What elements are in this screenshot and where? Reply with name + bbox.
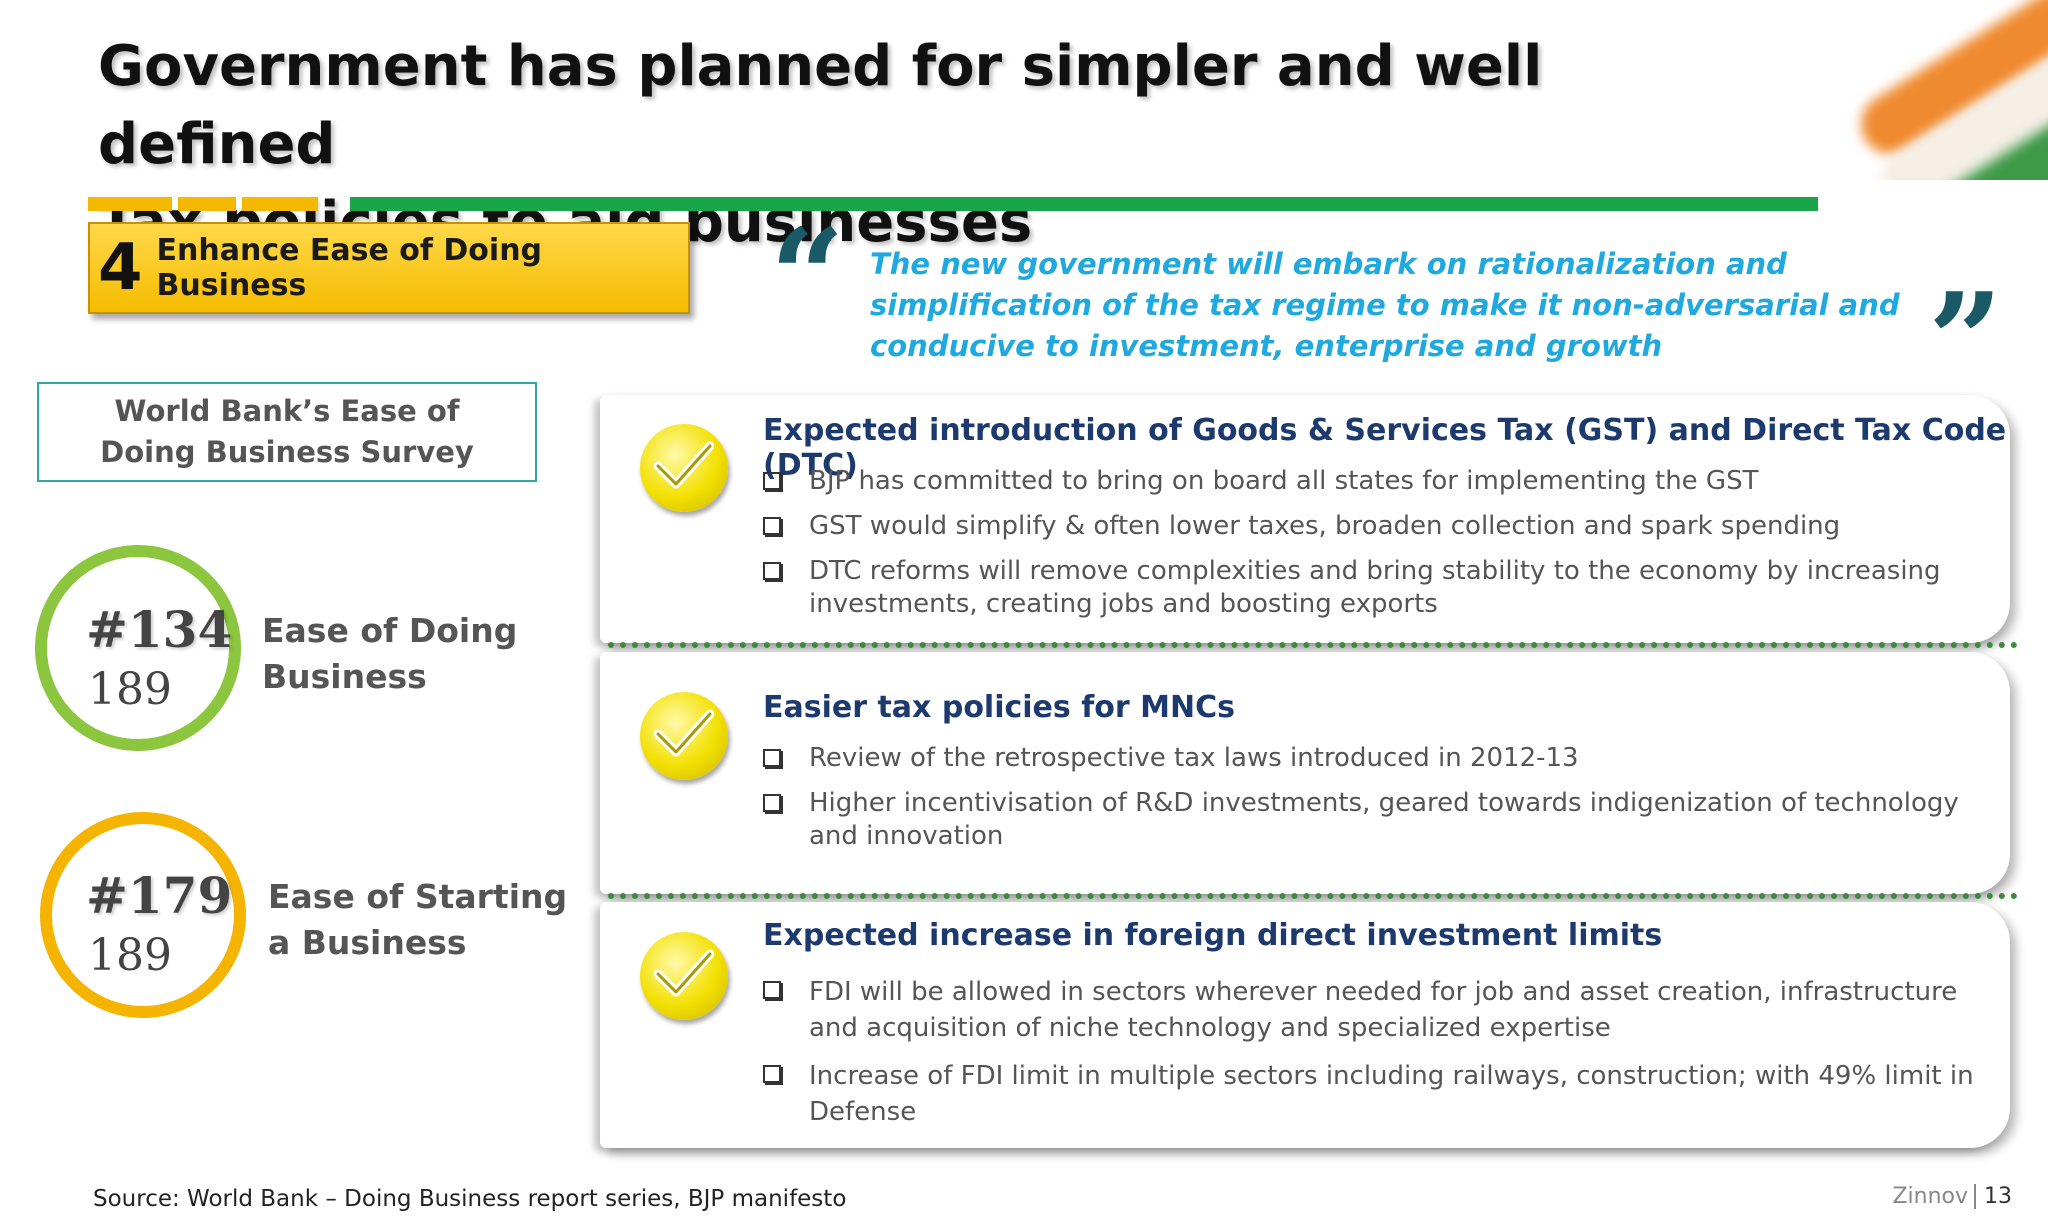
divider-dash [178,197,236,211]
checkbox-bullet-icon [763,981,781,999]
card-bullet-text: DTC reforms will remove complexities and… [809,556,1941,619]
section-number: 4 [98,231,143,305]
section-label-box: 4 Enhance Ease of Doing Business [88,222,690,314]
divider-dash [88,197,172,211]
card-bullet-text: FDI will be allowed in sectors wherever … [809,977,1958,1043]
ranking-label-line: a Business [268,923,467,962]
ranking-total: 189 [88,930,172,981]
quote-text: The new government will embark on ration… [870,247,1900,363]
ranking-rank: #134 [86,600,233,659]
quote-open-icon: “ [770,200,845,353]
survey-title-box: World Bank’s Ease of Doing Business Surv… [37,382,537,482]
ranking-label-line: Ease of Starting [268,877,568,916]
check-icon [640,932,728,1020]
checkbox-bullet-icon [763,794,781,812]
flag-decoration [1800,0,2048,180]
checkbox-bullet-icon [763,472,781,490]
card-bullet: Increase of FDI limit in multiple sector… [763,1058,1993,1130]
card-bullet: FDI will be allowed in sectors wherever … [763,974,1993,1046]
card-bullet: BJP has committed to bring on board all … [763,465,1993,498]
checkbox-bullet-icon [763,749,781,767]
checkbox-bullet-icon [763,562,781,580]
card-title: Expected introduction of Goods & Service… [763,413,2007,483]
ranking-rank: #179 [86,866,233,925]
card-title: Expected increase in foreign direct inve… [763,918,1663,953]
card-bullet-text: Review of the retrospective tax laws int… [809,743,1579,773]
survey-title: World Bank’s Ease of Doing Business Surv… [100,394,474,469]
card-bullet-text: Increase of FDI limit in multiple sector… [809,1061,1974,1127]
check-icon [640,424,728,512]
policy-card [600,902,2010,1148]
ranking-label-line: Business [262,657,427,696]
card-bullet-text: BJP has committed to bring on board all … [809,466,1759,496]
card-bullet: Review of the retrospective tax laws int… [763,742,1993,775]
policy-card [600,395,2010,643]
card-title: Easier tax policies for MNCs [763,690,1235,725]
quote-close-icon: ” [1928,264,2003,417]
section-label: Enhance Ease of Doing Business [156,233,543,303]
ranking-label: Ease of Doing Business [262,608,517,700]
brand-name: Zinnov [1892,1184,1968,1209]
slide-title-line-1: Government has planned for simpler and w… [98,34,1543,177]
checkbox-bullet-icon [763,1065,781,1083]
footer-brand: Zinnov 13 [1892,1184,2012,1209]
check-icon [640,692,728,780]
divider-bar [350,197,1818,211]
card-bullet-text: GST would simplify & often lower taxes, … [809,511,1841,541]
ranking-label-line: Ease of Doing [262,611,518,650]
page-number: 13 [1974,1184,2012,1209]
ranking-label: Ease of Starting a Business [268,874,567,966]
card-bullet-text: Higher incentivisation of R&D investment… [809,788,1959,851]
policy-card [600,652,2010,894]
card-bullet: DTC reforms will remove complexities and… [763,555,1993,621]
card-divider [608,893,2018,899]
ranking-total: 189 [88,664,172,715]
checkbox-bullet-icon [763,517,781,535]
source-note: Source: World Bank – Doing Business repo… [93,1186,847,1212]
card-bullet: Higher incentivisation of R&D investment… [763,787,1993,853]
card-divider [608,642,2018,648]
card-bullet: GST would simplify & often lower taxes, … [763,510,1993,543]
divider-dash [278,197,318,211]
